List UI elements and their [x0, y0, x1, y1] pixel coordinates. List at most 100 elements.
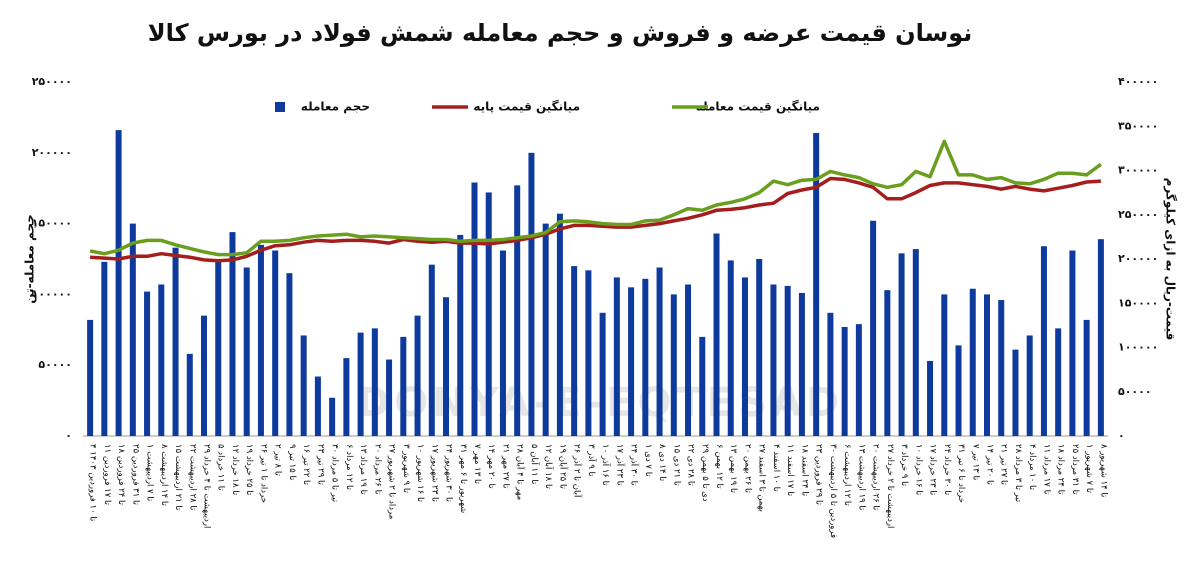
bar [813, 132, 820, 436]
x-tick-label: ۱۵ تا ۲۱ اردیبهشت [173, 444, 183, 511]
bar [144, 291, 151, 436]
legend-label: حجم معامله [301, 100, 370, 114]
x-tick-label: ۵ تا ۱۱ خرداد [216, 444, 226, 491]
bar [186, 353, 193, 436]
bar [243, 267, 250, 436]
x-tick-label: ۴ تا ۱۰ اسفند [771, 444, 781, 492]
bar [499, 250, 506, 436]
legend-swatch [275, 102, 285, 112]
bar [1083, 319, 1090, 436]
bar [172, 247, 179, 436]
x-tick-label: ۲۱ تا ۲۷ مهر [500, 444, 510, 489]
x-tick-label: ۲ تا ۸ تیر [273, 444, 283, 476]
x-tick-label: ۸ تا ۱۴ اردیبهشت [159, 444, 169, 506]
bar [101, 261, 108, 436]
bar [257, 244, 264, 436]
bar [927, 360, 934, 436]
y2-tick-label: ۲۰۰۰۰۰ [1118, 252, 1158, 265]
x-tick-label: ۸ تا ۱۴ شهریور [1098, 444, 1108, 498]
bar [699, 336, 706, 436]
bar [329, 397, 336, 436]
x-tick-label: ۶ تا ۱۲ اردیبهشت [842, 444, 852, 506]
bar [300, 335, 307, 436]
x-tick-label: ۱۴ تا ۲۰ مهر [486, 444, 496, 489]
bar [685, 284, 692, 436]
x-tick-label: ۲۷ مرداد تا ۲ شهریور [387, 444, 397, 519]
bar [955, 345, 962, 436]
x-tick-label: ۲۷ بهمن تا ۳ اسفند [757, 444, 767, 512]
bar [713, 233, 720, 436]
x-tick-label: ۱۸ تا ۲۴ اسفند [799, 444, 809, 497]
line [89, 139, 1102, 257]
y2-axis-label: قیمت-ریال به ازای کیلوگرم [1163, 178, 1178, 341]
x-tick-label: ۲۳ تا ۲۹ فروردین [814, 444, 824, 506]
bar [87, 319, 94, 436]
chart-title: نوسان قیمت عرضه و فروش و حجم معامله شمش … [148, 19, 973, 47]
x-tick-label: ۲۲ تا ۲۸ اردیبهشت [187, 444, 197, 511]
x-tick-label: ۲۰ تا ۲۶ بهمن [742, 444, 752, 494]
x-tick-label: ۲۵ تا ۳۱ فروردین [130, 444, 140, 506]
y2-tick-label: ۲۵۰۰۰۰ [1118, 208, 1158, 221]
x-tick-label: ۱۲ تا ۱۸ خرداد [230, 444, 240, 496]
x-tick-label: ۱ تا ۷ اردیبهشت [145, 444, 155, 502]
bar [841, 326, 848, 436]
y2-tick-label: ۵۰۰۰۰ [1118, 385, 1152, 398]
x-tick-label: ۲۸ تیر تا ۳ مرداد [1013, 444, 1023, 503]
x-tick-label: ۱۲ تا ۱۸ آبان [543, 444, 555, 490]
x-tick-label: ۵ تا ۱۱ آبان [529, 444, 541, 485]
x-tick-label: ۲۶ آبان تا ۲ آذر [572, 444, 584, 498]
bar [514, 185, 521, 436]
bar [628, 287, 635, 436]
bar [201, 315, 208, 436]
bar [855, 324, 862, 436]
x-tick-label: ۱۸ تا ۲۴ فروردین [116, 444, 126, 506]
line [89, 176, 1102, 263]
bar [1026, 335, 1033, 436]
x-tick-label: ۴ تا ۱۰ فروردین ۱۴۰۳ [88, 444, 98, 522]
bar [571, 266, 578, 436]
x-tick-label: ۲۵ تا ۳۱ مرداد [1070, 444, 1080, 495]
x-tick-label: ۱۱ تا ۱۷ فروردین [102, 444, 112, 506]
bar [443, 297, 450, 436]
bar [485, 192, 492, 436]
legend-label: میانگین قیمت معامله [696, 100, 820, 114]
x-tick-label: ۳ تا ۹ شهریور [401, 444, 411, 493]
x-tick-label: ۶ تا ۱۲ بهمن [714, 444, 724, 489]
bar [400, 336, 407, 436]
x-tick-label: ۱۹ تا ۲۵ خرداد [244, 444, 254, 496]
bar [314, 376, 321, 436]
x-tick-label: ۳ تا ۹ خرداد [899, 444, 909, 487]
x-tick-label: ۸ تا ۱۴ دی [657, 444, 667, 482]
x-tick-label: ۲۱ تا ۲۷ تیر [999, 444, 1009, 486]
x-tick-label: ۲۶ خرداد تا ۱ تیر [258, 444, 268, 503]
legend-label: میانگین قیمت پایه [473, 100, 580, 114]
bar [912, 249, 919, 436]
x-tick-label: ۱ تا ۷ شهریور [1084, 444, 1094, 493]
x-tick-label: ۲۴ تا ۳۰ خرداد [942, 444, 952, 496]
y2-tick-label: ۱۵۰۰۰۰ [1118, 296, 1158, 309]
bar [784, 285, 791, 436]
bar [386, 359, 393, 436]
bar [158, 284, 165, 436]
bar [969, 288, 976, 436]
bar [457, 234, 464, 436]
x-tick-label: ۱۰ تا ۱۶ خرداد [913, 444, 923, 496]
bar [1097, 239, 1104, 436]
x-tick-label: ۳۱ خرداد تا ۶ تیر [956, 444, 966, 503]
x-tick-label: ۲۴ تا ۳۰ آذر [629, 444, 641, 486]
bar [556, 213, 563, 436]
x-tick-label: ۳۰ تیر تا ۵ مرداد [330, 444, 340, 503]
y-tick-label: ۲۵۰۰۰۰ [32, 75, 72, 88]
x-tick-label: ۲۰ تا ۲۶ مرداد [372, 444, 382, 495]
bar [613, 277, 620, 436]
y2-tick-label: ۴۰۰۰۰۰ [1118, 75, 1158, 88]
bar [656, 267, 663, 436]
bar [798, 292, 805, 436]
x-tick-label: ۲۹ دی تا ۵ بهمن [700, 444, 710, 502]
bar [827, 312, 834, 436]
bar [727, 260, 734, 436]
x-tick-label: ۱ تا ۷ دی [643, 444, 653, 477]
x-tick-label: ۳ تا ۹ آذر [586, 444, 598, 477]
x-tick-label: ۱۷ تا ۲۳ آذر [614, 444, 626, 486]
x-tick-label: ۱۷ تا ۲۳ شهریور [429, 444, 439, 503]
